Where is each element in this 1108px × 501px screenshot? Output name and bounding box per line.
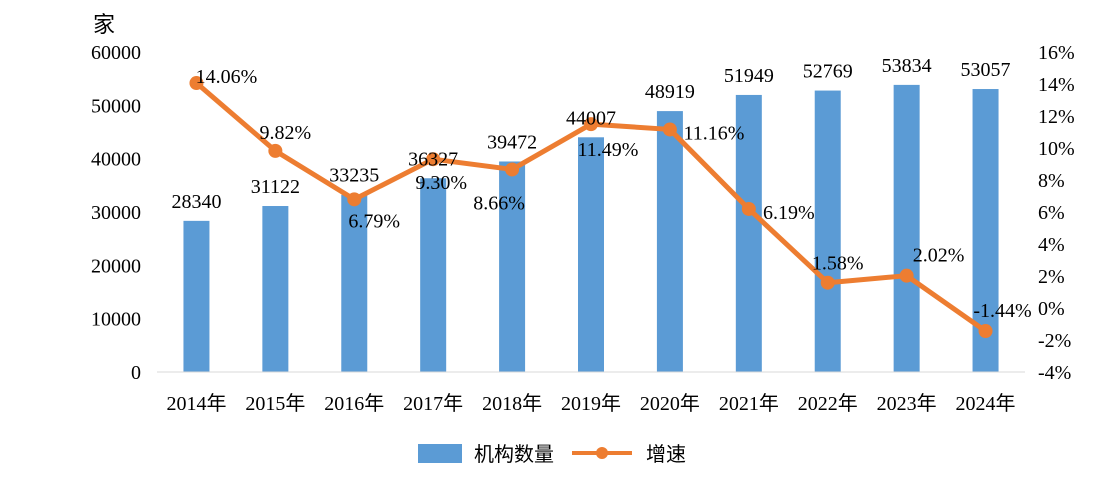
- line-point: [741, 201, 756, 216]
- line-point: [978, 324, 993, 339]
- line-value-label: 1.58%: [812, 253, 864, 275]
- y2-tick-label: 12%: [1038, 106, 1075, 128]
- x-tick-label: 2016年: [324, 392, 384, 415]
- line-point: [662, 122, 677, 137]
- bar-value-label: 44007: [566, 107, 616, 129]
- bar-value-label: 48919: [645, 81, 695, 103]
- y-tick-label: 40000: [91, 149, 141, 171]
- y2-tick-label: 0%: [1038, 298, 1065, 320]
- y2-tick-label: 6%: [1038, 202, 1065, 224]
- line-point: [820, 275, 835, 290]
- bar: [420, 178, 447, 372]
- bar-value-label: 51949: [724, 65, 774, 87]
- y-tick-label: 60000: [91, 42, 141, 64]
- line-value-label: 8.66%: [473, 192, 525, 214]
- line-value-label: 2.02%: [913, 245, 965, 267]
- y2-tick-label: 14%: [1038, 74, 1075, 96]
- line-point: [899, 268, 914, 283]
- y2-tick-label: -2%: [1038, 330, 1071, 352]
- bar-value-label: 53834: [882, 55, 932, 77]
- bar: [656, 111, 683, 372]
- line-value-label: 9.82%: [260, 122, 312, 144]
- bar: [499, 161, 526, 372]
- line-value-label: 6.19%: [763, 202, 815, 224]
- line-value-label: -1.44%: [973, 300, 1031, 322]
- line-point: [426, 152, 441, 167]
- line-point: [268, 143, 283, 158]
- bar: [183, 220, 210, 372]
- x-axis-ticks: 2014年 2015年 2016年 2017年 2018年 2019年 2020年 2021年…: [166, 392, 1015, 415]
- x-tick-label: 2021年: [719, 392, 779, 415]
- y-tick-label: 20000: [91, 255, 141, 277]
- bar: [893, 84, 920, 373]
- bar: [735, 94, 762, 373]
- y2-tick-label: -4%: [1038, 362, 1071, 384]
- right-axis-ticks: -4% -2% 0% 2% 4% 6% 8% 10% 12% 14% 16%: [1038, 42, 1075, 384]
- x-tick-label: 2015年: [245, 392, 305, 415]
- y2-tick-label: 4%: [1038, 234, 1065, 256]
- bar: [578, 137, 604, 372]
- line-point: [584, 117, 598, 132]
- line-point: [347, 192, 362, 207]
- bar: [814, 90, 841, 372]
- x-tick-label: 2022年: [798, 392, 858, 415]
- bar: [262, 206, 289, 372]
- line-value-label: 14.06%: [196, 66, 258, 88]
- bar-value-label: 33235: [329, 165, 379, 187]
- x-tick-label: 2017年: [403, 392, 463, 415]
- bar-value-labels: 28340 31122 33235 36327 39472 44007 48919 51949…: [171, 55, 1010, 213]
- line-value-labels: 14.06% 9.82% 6.79% 9.30% 8.66% 11.49% 11.16% 6.…: [196, 66, 1032, 322]
- line-value-label: 6.79%: [348, 210, 400, 232]
- y-axis-title: 家: [93, 12, 115, 37]
- y2-tick-label: 10%: [1038, 138, 1075, 160]
- x-tick-label: 2014年: [166, 392, 226, 415]
- line-value-label: 9.30%: [415, 172, 467, 194]
- y2-tick-label: 8%: [1038, 170, 1065, 192]
- left-axis-ticks: 0 10000 20000 30000 40000 50000 60000: [91, 42, 141, 384]
- y-tick-label: 10000: [91, 309, 141, 331]
- legend-label-bars: 机构数量: [474, 442, 554, 466]
- y-tick-label: 30000: [91, 202, 141, 224]
- line-point: [189, 76, 204, 91]
- y-tick-label: 50000: [91, 95, 141, 117]
- y2-tick-label: 2%: [1038, 266, 1065, 288]
- legend: 机构数量 增速: [418, 442, 686, 466]
- x-tick-label: 2023年: [877, 392, 937, 415]
- x-tick-label: 2018年: [482, 392, 542, 415]
- legend-swatch-bars: [418, 444, 462, 463]
- x-tick-label: 2019年: [561, 392, 621, 415]
- x-tick-label: 2024年: [956, 392, 1016, 415]
- y2-tick-label: 16%: [1038, 42, 1075, 64]
- bar-value-label: 36327: [408, 148, 458, 170]
- bar-value-label: 39472: [487, 131, 537, 153]
- line-value-label: 11.49%: [578, 139, 639, 161]
- bar-value-label: 31122: [251, 176, 300, 198]
- bar-series: [183, 84, 999, 373]
- y-tick-label: 0: [131, 362, 141, 384]
- x-tick-label: 2020年: [640, 392, 700, 415]
- line-series: [189, 76, 993, 339]
- bar: [341, 194, 368, 372]
- line-point: [505, 162, 520, 177]
- bar-value-label: 52769: [803, 61, 853, 83]
- line-value-label: 11.16%: [683, 122, 744, 144]
- bar-value-label: 28340: [171, 191, 221, 213]
- legend-label-line: 增速: [646, 442, 686, 466]
- legend-swatch-marker: [596, 447, 608, 459]
- bar-value-label: 53057: [961, 59, 1011, 81]
